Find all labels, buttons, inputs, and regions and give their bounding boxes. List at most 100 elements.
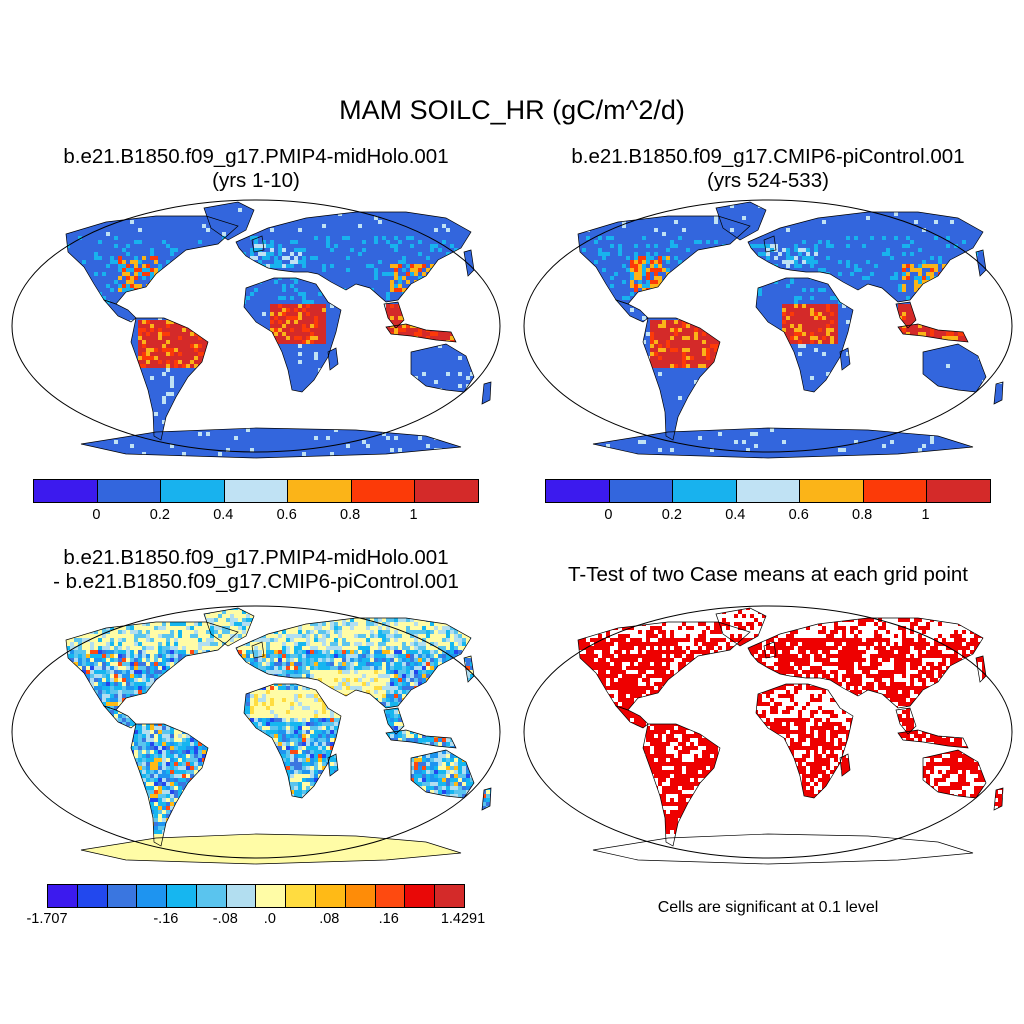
colorbar-tick-label: 0.6 — [276, 507, 297, 523]
panel2-title: b.e21.B1850.f09_g17.CMIP6-piControl.001 … — [526, 145, 1010, 193]
colorbar-swatch — [609, 480, 674, 502]
land-camerica — [104, 300, 136, 322]
land-greenland — [716, 202, 766, 240]
colorbar-swatch — [546, 480, 610, 502]
panel1-case-name: b.e21.B1850.f09_g17.PMIP4-midHolo.001 — [63, 145, 449, 168]
panel1-years: (yrs 1-10) — [212, 169, 300, 192]
coastline-eurasia — [235, 617, 472, 709]
colorbar-swatch — [927, 480, 991, 502]
land-antarctica — [81, 428, 461, 458]
land-newzealand — [994, 382, 1003, 404]
map-border — [523, 605, 1013, 859]
coastline-newzealand — [993, 787, 1004, 811]
colorbar-swatch — [167, 885, 197, 907]
colorbar-swatch — [435, 885, 464, 907]
coastline-indonesia — [897, 729, 969, 749]
colorbar-tick-label: 0 — [92, 507, 101, 523]
coastline-uk — [251, 235, 265, 253]
coastline-newzealand — [481, 787, 492, 811]
coastline-madagascar — [327, 347, 339, 371]
colorbar-swatch — [97, 480, 162, 502]
coastline-samerica — [642, 317, 721, 441]
land-antarctica — [81, 834, 461, 864]
coastline-seasia — [895, 707, 917, 735]
colorbar-swatch — [137, 885, 168, 907]
colorbar-midholo — [33, 479, 479, 503]
colorbar-swatch — [256, 885, 287, 907]
land-japan — [464, 250, 474, 276]
land-antarctica — [593, 834, 973, 864]
coastline-samerica — [130, 317, 209, 441]
colorbar-swatch — [375, 885, 406, 907]
coastline-indonesia — [385, 729, 457, 749]
map-border — [11, 199, 501, 453]
coastline-madagascar — [327, 753, 339, 777]
coastline-newzealand — [993, 381, 1004, 405]
map-border — [523, 199, 1013, 453]
coastline-antarctica — [80, 427, 462, 459]
colorbar-swatch — [196, 885, 227, 907]
colorbar-tick-label: .0 — [263, 911, 276, 927]
coastline-eurasia — [747, 211, 984, 303]
map-difference — [11, 605, 501, 865]
coastline-indonesia — [897, 323, 969, 343]
panel3-case-b: - b.e21.B1850.f09_g17.CMIP6-piControl.00… — [53, 570, 459, 593]
panel2-years: (yrs 524-533) — [707, 169, 829, 192]
significance-note: Cells are significant at 0.1 level — [657, 899, 879, 916]
colorbar-swatch — [736, 480, 801, 502]
coastline-antarctica — [80, 833, 462, 865]
land-madagascar — [328, 348, 338, 370]
colorbar-swatch — [48, 885, 78, 907]
colorbar-swatch — [345, 885, 376, 907]
colorbar-difference — [47, 884, 465, 908]
panel3-title: b.e21.B1850.f09_g17.PMIP4-midHolo.001 - … — [14, 546, 498, 594]
colorbar-tick-label: 1 — [409, 507, 418, 523]
coastline-seasia — [895, 301, 917, 329]
colorbar-tick-label: 0.6 — [788, 507, 809, 523]
colorbar-swatch — [224, 480, 289, 502]
coastline-newzealand — [481, 381, 492, 405]
colorbar-swatch — [226, 885, 257, 907]
colorbar-swatch — [405, 885, 436, 907]
map-midholo — [11, 199, 501, 459]
colorbar-tick-label: 0.8 — [340, 507, 361, 523]
colorbar-tick-label: 0.2 — [149, 507, 170, 523]
coastline-eurasia — [235, 211, 472, 303]
coastline-uk — [763, 641, 777, 659]
coastline-namerica — [577, 215, 751, 305]
colorbar-tick-label: 1.4291 — [440, 911, 486, 927]
colorbar-swatch — [34, 480, 98, 502]
panel2-case-name: b.e21.B1850.f09_g17.CMIP6-piControl.001 — [571, 145, 965, 168]
coastline-indonesia — [385, 323, 457, 343]
coastline-madagascar — [839, 753, 851, 777]
main-title: MAM SOILC_HR (gC/m^2/d) — [339, 95, 685, 125]
coastline-namerica — [577, 621, 751, 711]
map-picontrol — [523, 199, 1013, 459]
coastline-antarctica — [592, 427, 974, 459]
coastline-seasia — [383, 707, 405, 735]
colorbar-tick-label: .08 — [319, 911, 340, 927]
colorbar-tick-label: -.16 — [153, 911, 179, 927]
coastline-namerica — [65, 215, 239, 305]
coastline-uk — [251, 641, 265, 659]
coastline-africa — [243, 277, 342, 393]
coastline-africa — [243, 683, 342, 799]
panel3-case-a: b.e21.B1850.f09_g17.PMIP4-midHolo.001 — [63, 546, 449, 569]
colorbar-swatch — [351, 480, 416, 502]
colorbar-swatch — [286, 885, 317, 907]
coastline-namerica — [65, 621, 239, 711]
coastline-eurasia — [747, 617, 984, 709]
coastline-greenland — [203, 201, 255, 241]
colorbar-tick-label: 0.4 — [213, 507, 234, 523]
coastline-uk — [763, 235, 777, 253]
coastline-madagascar — [839, 347, 851, 371]
coastline-africa — [755, 683, 854, 799]
colorbar-swatch — [161, 480, 225, 502]
colorbar-swatch — [800, 480, 864, 502]
colorbar-swatch — [415, 480, 479, 502]
coastline-samerica — [642, 723, 721, 847]
colorbar-swatch — [288, 480, 352, 502]
colorbar-tick-label: .16 — [378, 911, 399, 927]
colorbar-tick-label: 0.4 — [725, 507, 746, 523]
coastline-antarctica — [592, 833, 974, 865]
